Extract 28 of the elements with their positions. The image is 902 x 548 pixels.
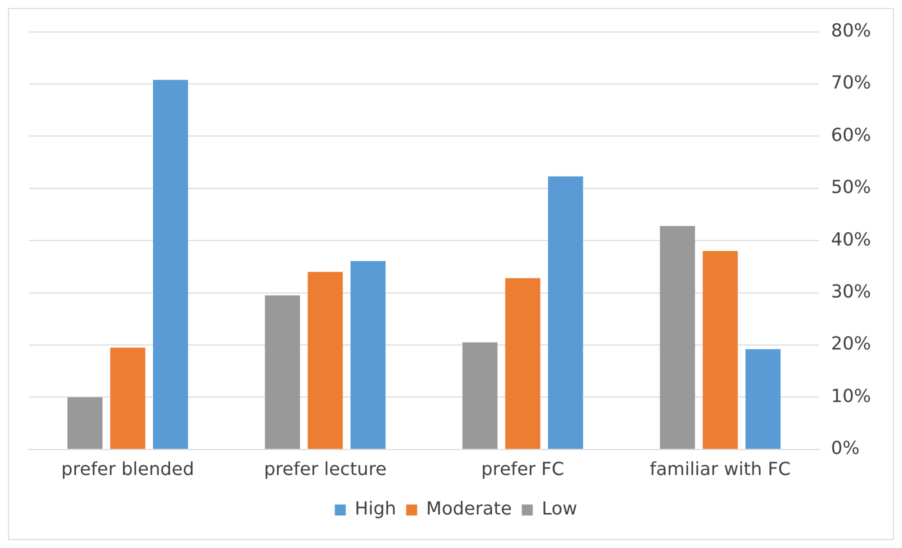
bar [660,226,695,449]
y-tick-label: 30% [830,281,872,302]
bar [505,278,540,449]
bar [308,272,343,449]
bar [350,260,386,449]
y-tick-label: 70% [830,72,872,94]
x-tick-label: prefer lecture [264,458,387,480]
y-tick-label: 80% [830,20,872,42]
y-tick-label: 20% [830,334,872,355]
x-tick-label: prefer FC [481,458,564,480]
y-tick-label: 50% [830,177,872,198]
legend-label: Low [542,498,578,520]
bar [548,176,584,449]
bar [264,295,300,449]
bar [745,349,781,449]
x-tick-label: prefer blended [61,458,194,480]
legend-label: Moderate [426,498,512,520]
bar [67,397,102,449]
y-tick-label: 40% [830,229,872,250]
legend-label: High [354,498,396,520]
bar [152,80,188,449]
y-tick-label: 60% [830,124,872,146]
bar [462,342,498,449]
x-tick-label: familiar with FC [650,458,791,480]
y-tick-label: 10% [830,386,872,407]
bar [110,348,146,449]
bar [702,251,738,449]
y-tick-label: 0% [830,438,860,460]
